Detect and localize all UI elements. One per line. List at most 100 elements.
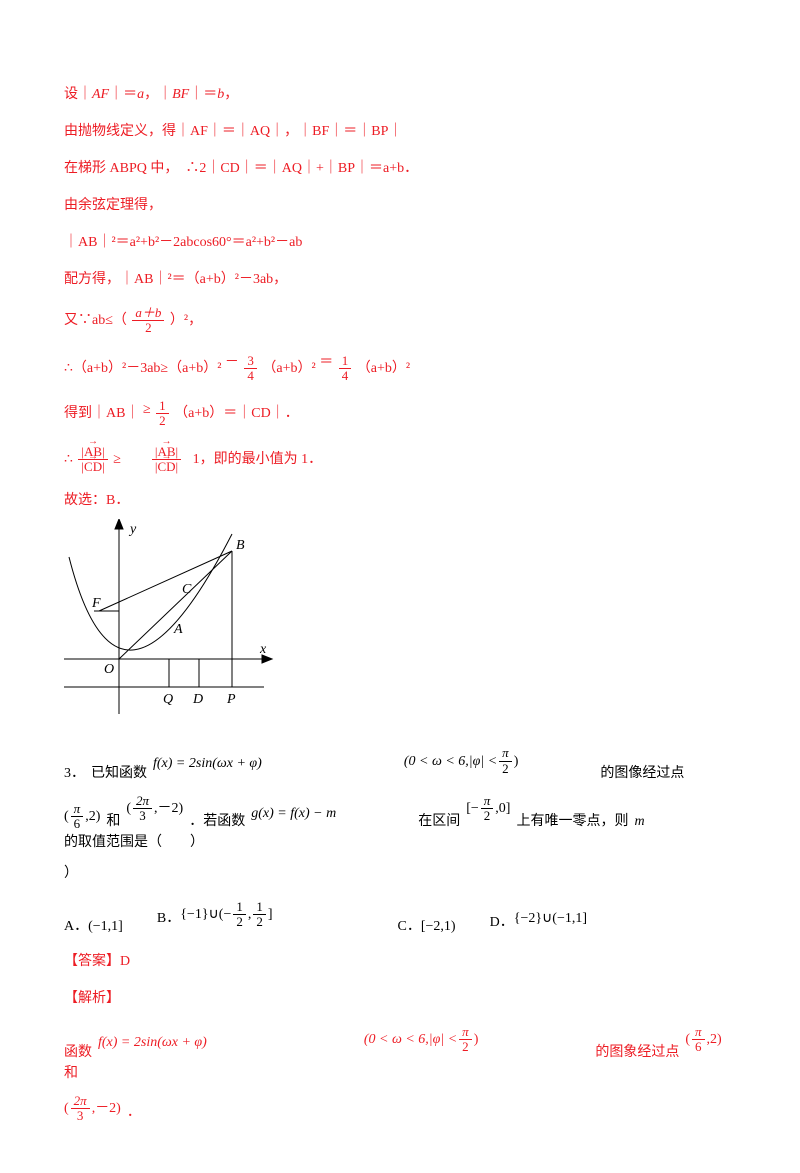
t: BF — [172, 87, 189, 102]
val: [−2,1) — [421, 916, 456, 937]
val: {−2}∪(−1,1] — [514, 908, 587, 929]
fraction: π 6 — [690, 1025, 707, 1055]
exp-row1: 函数 f(x) = 2sin(ωx + φ) (0 < ω < 6,|φ| < … — [64, 1025, 736, 1084]
num: 1 — [339, 354, 352, 369]
fraction: 2π 3 — [69, 1094, 92, 1124]
num: π — [692, 1025, 705, 1040]
den: 2 — [233, 915, 246, 929]
den: 3 — [71, 1109, 90, 1123]
t: ,－2) — [154, 798, 183, 819]
lbl: C． — [398, 916, 421, 937]
den: 6 — [71, 817, 84, 831]
t: (0 < ω < 6,|φ| < — [404, 751, 497, 772]
t: 上有唯一零点，则 — [516, 811, 628, 832]
t: {−1}∪(− — [180, 904, 231, 925]
lbl-o: O — [104, 662, 114, 677]
den: 3 — [133, 809, 152, 823]
lbl-c: C — [182, 582, 192, 597]
fraction: 2π 3 — [131, 794, 154, 824]
t: 设｜ — [64, 87, 92, 102]
lbl: D． — [490, 912, 514, 933]
t: ,0] — [495, 798, 510, 819]
sol-line-1: 设｜AF｜＝a，｜BF｜＝b， — [64, 84, 736, 105]
t: 已知函数 — [91, 763, 147, 784]
explanation: 函数 f(x) = 2sin(ωx + φ) (0 < ω < 6,|φ| < … — [64, 1025, 736, 1123]
q3-row2: ( π 6 ,2) 和 ( 2π 3 ,－2) ．若函数 g(x) = f(x)… — [64, 794, 736, 853]
dot-end: ． — [127, 1102, 141, 1123]
den: 4 — [244, 369, 257, 383]
t: (0 < ω < 6,|φ| < — [364, 1029, 457, 1050]
t: 的图像经过点 — [600, 763, 684, 784]
den: 2 — [499, 762, 512, 776]
t: ) — [514, 751, 519, 772]
t: ， — [224, 87, 238, 102]
fraction: |AB| |CD| — [76, 445, 109, 475]
t: ,－2) — [92, 1098, 121, 1119]
t: ，｜ — [144, 87, 172, 102]
opt-c: C． [−2,1) — [398, 916, 456, 937]
fraction: 1 2 — [154, 399, 171, 429]
t: [− — [466, 798, 479, 819]
fraction: 1 2 — [231, 900, 248, 930]
explain-label: 【解析】 — [64, 988, 736, 1009]
cond: (0 < ω < 6,|φ| < π 2 ) — [364, 1025, 479, 1055]
lbl: A． — [64, 916, 88, 937]
fraction: π 2 — [497, 746, 514, 776]
t: ∴ — [64, 449, 73, 470]
num: a＋b — [132, 306, 164, 321]
fraction: π 2 — [457, 1025, 474, 1055]
val: (−1,1] — [88, 916, 123, 937]
opt-d: D． {−2}∪(−1,1] — [490, 908, 587, 937]
fraction: a＋b 2 — [130, 306, 166, 336]
t: ）²， — [170, 310, 202, 331]
num: 2π — [71, 1094, 90, 1109]
t: AF — [92, 87, 109, 102]
close-paren: ） — [64, 863, 736, 884]
t: ,2) — [707, 1029, 722, 1050]
lbl-y: y — [128, 522, 137, 537]
num: 1 — [156, 399, 169, 414]
t: ,2) — [85, 806, 100, 827]
lbl-b: B — [236, 538, 245, 553]
t: 在区间 — [418, 811, 460, 832]
question-3: 3． 已知函数 f(x) = 2sin(ωx + φ) (0 < ω < 6,|… — [64, 746, 736, 1123]
pt1: ( π 6 ,2) — [685, 1025, 721, 1055]
interval: [− π 2 ,0] — [466, 794, 510, 824]
num: 1 — [233, 900, 246, 915]
den: 2 — [253, 915, 266, 929]
num: 2π — [133, 794, 152, 809]
y-arrow — [115, 519, 123, 529]
ge: ≥ — [143, 399, 151, 420]
m: m — [634, 811, 644, 832]
num: π — [499, 746, 512, 761]
sol-line-3: 在梯形 ABPQ 中， ∴2｜CD｜＝｜AQ｜+｜BP｜＝a+b． — [64, 158, 736, 179]
parabola — [69, 534, 232, 650]
exp-row2: ( 2π 3 ,－2) ． — [64, 1094, 736, 1124]
num: π — [71, 802, 84, 817]
ge: ≥ — [113, 449, 121, 470]
sol-line-10: ∴ |AB| |CD| ≥ |AB| |CD| 1，即的最小值为 1． — [64, 445, 736, 475]
vec: |CD| — [81, 460, 104, 474]
t: ) — [474, 1029, 479, 1050]
lbl-p: P — [226, 692, 236, 707]
sol-line-2: 由抛物线定义，得｜AF｜＝｜AQ｜，｜BF｜＝｜BP｜ — [64, 121, 736, 142]
lbl-d: D — [192, 692, 203, 707]
fraction: |AB| |CD| — [150, 445, 183, 475]
lbl-a: A — [173, 622, 183, 637]
minus: － — [225, 352, 239, 373]
opt-b: B． {−1}∪(− 1 2 , 1 2 ] — [157, 900, 273, 938]
fraction: 1 2 — [251, 900, 268, 930]
sol-line-5: ｜AB｜²＝a²+b²－2abcos60°＝a²+b²－ab — [64, 232, 736, 253]
den: 2 — [156, 414, 169, 428]
den: 2 — [481, 809, 494, 823]
opt-a: A． (−1,1] — [64, 916, 123, 937]
t: 的最小值为 1． — [228, 449, 323, 470]
sol-line-7: 又∵ab≤（ a＋b 2 ）²， — [64, 306, 736, 336]
fraction: 1 4 — [337, 354, 354, 384]
parabola-graph: y x B C F A O Q D P — [64, 519, 736, 726]
answer-label: 【答案】D — [64, 951, 736, 972]
gx: g(x) = f(x) − m — [251, 803, 336, 824]
lbl-x: x — [259, 642, 267, 657]
den: 4 — [339, 369, 352, 383]
val: {−1}∪(− 1 2 , 1 2 ] — [180, 900, 272, 930]
